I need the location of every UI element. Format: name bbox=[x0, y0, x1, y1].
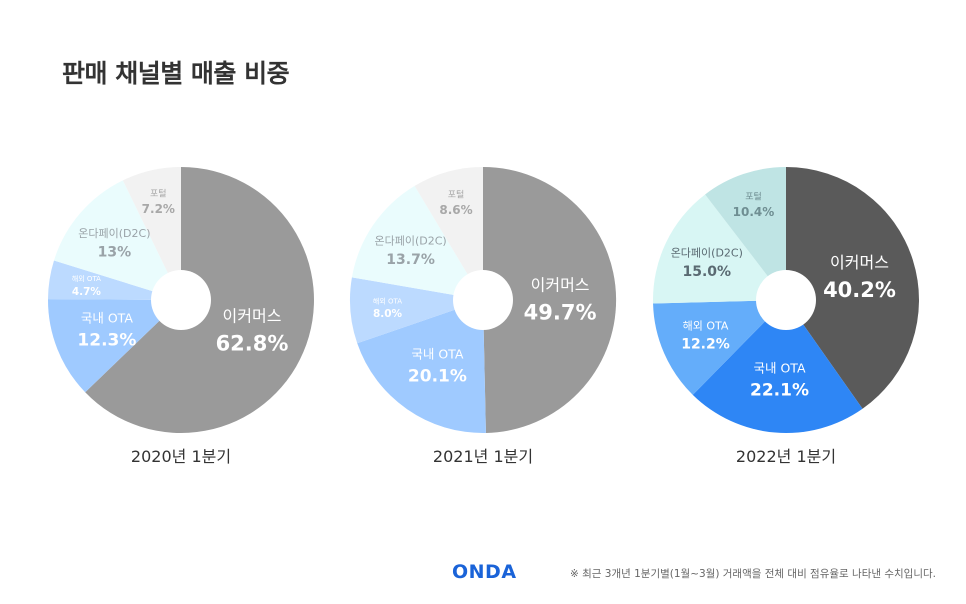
page-title: 판매 채널별 매출 비중 bbox=[62, 59, 290, 88]
donut-hole bbox=[453, 270, 513, 330]
slice-label: 이커머스 bbox=[531, 276, 590, 295]
pie-slice-4 bbox=[351, 185, 483, 300]
pie-chart-1: 이커머스 62.8% 국내 OTA 12.3% 해외 OTA 4.7% 온다페이(D2C) 1… bbox=[47, 167, 314, 466]
slice-value: 4.7% bbox=[72, 286, 102, 298]
slice-value: 40.2% bbox=[823, 278, 896, 302]
slice-label: 해외 OTA bbox=[72, 274, 101, 283]
pie-slice-4 bbox=[653, 194, 786, 304]
slice-label: 해외 OTA bbox=[373, 296, 402, 305]
slice-value: 22.1% bbox=[750, 381, 809, 401]
pie-slice-4 bbox=[54, 180, 181, 300]
pie-slice-3 bbox=[653, 300, 786, 395]
slice-label: 국내 OTA bbox=[753, 361, 805, 376]
slice-label: 국내 OTA bbox=[411, 347, 463, 362]
slice-value: 15.0% bbox=[683, 264, 732, 280]
slice-label: 포털 bbox=[448, 189, 465, 201]
slice-value: 62.8% bbox=[216, 331, 289, 355]
slice-label: 해외 OTA bbox=[683, 318, 729, 332]
pie-chart-3: 이커머스 40.2% 국내 OTA 22.1% 해외 OTA 12.2% 온다페이(D2C)… bbox=[653, 167, 920, 466]
pie-slice-5 bbox=[705, 167, 786, 300]
slice-value: 13% bbox=[98, 245, 132, 261]
slice-label: 이커머스 bbox=[830, 253, 889, 272]
pie-slice-5 bbox=[122, 167, 181, 300]
slice-value: 12.3% bbox=[77, 331, 136, 351]
slice-label: 포털 bbox=[150, 188, 167, 200]
pie-slice-1 bbox=[786, 167, 920, 409]
pie-slice-2 bbox=[47, 299, 181, 393]
slice-value: 20.1% bbox=[408, 367, 467, 387]
onda-logo: ONDA bbox=[452, 561, 517, 583]
donut-hole bbox=[756, 270, 816, 330]
slice-label: 온다페이(D2C) bbox=[671, 247, 743, 260]
chart-caption: 2021년 1분기 bbox=[433, 447, 533, 466]
slice-value: 7.2% bbox=[142, 202, 175, 216]
pie-chart-2: 이커머스 49.7% 국내 OTA 20.1% 해외 OTA 8.0% 온다페이(D2C) 1… bbox=[349, 166, 617, 466]
pie-slice-3 bbox=[48, 260, 181, 300]
pie-slice-2 bbox=[357, 300, 486, 434]
donut-hole bbox=[151, 270, 211, 330]
slice-label: 온다페이(D2C) bbox=[78, 227, 150, 240]
slice-value: 13.7% bbox=[386, 252, 435, 268]
pie-slice-3 bbox=[349, 277, 483, 344]
footnote: ※ 최근 3개년 1분기별(1월~3월) 거래액을 전체 대비 점유율로 나타낸… bbox=[569, 568, 936, 580]
pie-slice-2 bbox=[692, 300, 863, 433]
slice-value: 8.6% bbox=[439, 203, 472, 217]
slice-label: 포털 bbox=[745, 190, 762, 202]
slice-label: 국내 OTA bbox=[81, 311, 133, 326]
slice-value: 10.4% bbox=[733, 205, 775, 219]
slice-value: 49.7% bbox=[524, 300, 597, 324]
pie-slice-1 bbox=[483, 166, 617, 433]
chart-caption: 2022년 1분기 bbox=[736, 447, 836, 466]
pie-slice-5 bbox=[414, 167, 483, 300]
slice-label: 이커머스 bbox=[223, 307, 282, 326]
chart-caption: 2020년 1분기 bbox=[131, 447, 231, 466]
slice-value: 8.0% bbox=[373, 308, 403, 320]
slice-value: 12.2% bbox=[681, 337, 730, 353]
slice-label: 온다페이(D2C) bbox=[374, 235, 446, 248]
